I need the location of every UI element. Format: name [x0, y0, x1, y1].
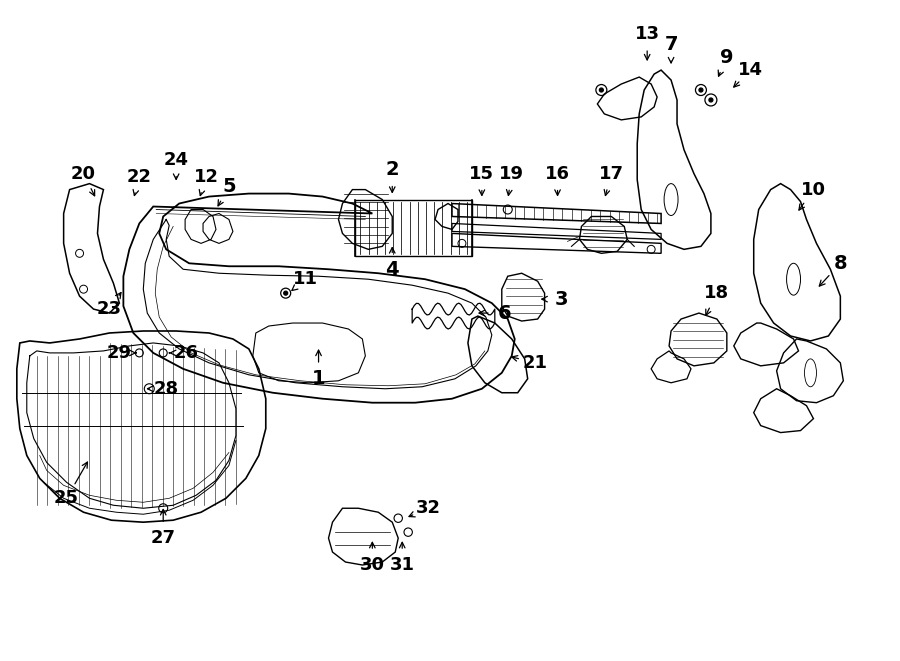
Text: 25: 25	[54, 489, 79, 507]
Text: 18: 18	[705, 284, 729, 302]
Circle shape	[709, 98, 713, 102]
Text: 1: 1	[311, 369, 326, 388]
Text: 21: 21	[522, 354, 547, 372]
Text: 22: 22	[127, 168, 152, 186]
Text: 8: 8	[833, 254, 847, 273]
Text: 32: 32	[416, 499, 441, 518]
Text: 14: 14	[738, 61, 763, 79]
Text: 19: 19	[500, 165, 524, 182]
Text: 6: 6	[498, 303, 511, 323]
Text: 12: 12	[194, 168, 219, 186]
Text: 17: 17	[598, 165, 624, 182]
Circle shape	[699, 88, 703, 92]
Text: 4: 4	[385, 260, 399, 279]
Text: 16: 16	[545, 165, 570, 182]
Text: 2: 2	[385, 160, 399, 179]
Text: 9: 9	[720, 48, 733, 67]
Text: 29: 29	[107, 344, 132, 362]
Text: 27: 27	[150, 529, 176, 547]
Circle shape	[284, 291, 288, 295]
Text: 3: 3	[554, 290, 568, 309]
Text: 20: 20	[71, 165, 96, 182]
Text: 11: 11	[293, 270, 318, 288]
Text: 24: 24	[164, 151, 189, 169]
Text: 5: 5	[222, 177, 236, 196]
Text: 28: 28	[154, 380, 179, 398]
Text: 31: 31	[390, 556, 415, 574]
Text: 7: 7	[664, 35, 678, 54]
Text: 26: 26	[174, 344, 199, 362]
Text: 10: 10	[801, 180, 826, 198]
Text: 15: 15	[470, 165, 494, 182]
Text: 13: 13	[634, 25, 660, 43]
Text: 23: 23	[97, 300, 122, 318]
Text: 30: 30	[360, 556, 385, 574]
Circle shape	[599, 88, 603, 92]
